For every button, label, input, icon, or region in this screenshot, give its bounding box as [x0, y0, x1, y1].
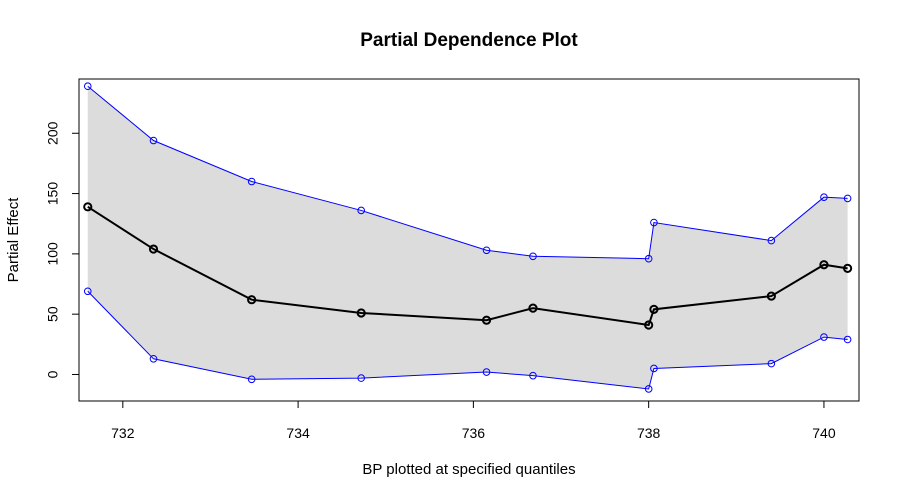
lower-bound-series [83, 287, 852, 393]
plot-area [83, 82, 853, 393]
upper-bound-point [767, 236, 776, 245]
y-tick-label: 0 [45, 370, 61, 378]
lower-bound-point [357, 374, 366, 382]
estimate-point [766, 291, 776, 301]
upper-bound-point [650, 218, 658, 227]
y-tick-label: 200 [45, 121, 61, 145]
estimate-line [87, 205, 848, 327]
upper-bound-point [149, 136, 158, 145]
estimate-point [644, 320, 654, 330]
x-tick-label: 738 [637, 425, 661, 441]
upper-bound-point [247, 177, 256, 186]
x-tick-label: 734 [286, 425, 310, 441]
x-tick-label: 736 [462, 425, 486, 441]
estimate-point [247, 295, 257, 305]
lower-bound-point [247, 375, 256, 384]
estimate-point [148, 244, 159, 254]
upper-bound-line [87, 85, 848, 260]
estimate-point [481, 315, 492, 325]
lower-bound-point [644, 385, 653, 393]
y-tick-label: 150 [45, 182, 61, 206]
lower-bound-point [650, 364, 658, 373]
estimate-point [649, 304, 659, 314]
y-axis-title: Partial Effect [5, 197, 22, 283]
x-axis-title: BP plotted at specified quantiles [362, 461, 575, 478]
lower-bound-point [843, 335, 852, 344]
estimate-point [819, 260, 829, 270]
upper-bound-point [482, 246, 491, 255]
y-axis: 0 50 100 150 200 [45, 121, 80, 378]
estimate-point [843, 263, 853, 273]
lower-bound-point [529, 371, 537, 380]
upper-bound-point [820, 193, 828, 201]
estimate-point [528, 303, 538, 313]
lower-bound-point [820, 333, 828, 341]
upper-bound-point [529, 252, 537, 261]
x-tick-label: 740 [812, 425, 836, 441]
estimate-point [356, 308, 366, 318]
chart-title: Partial Dependence Plot [360, 30, 578, 51]
upper-bound-point [83, 82, 92, 91]
estimate-point [83, 202, 93, 212]
x-axis: 732 734 736 738 740 [111, 400, 836, 441]
lower-bound-point [482, 368, 491, 376]
upper-bound-point [357, 206, 366, 215]
y-tick-label: 100 [45, 242, 61, 266]
lower-bound-line [87, 290, 848, 390]
lower-bound-point [83, 287, 92, 296]
upper-bound-point [843, 194, 852, 203]
y-tick-label: 50 [45, 306, 61, 322]
confidence-band [87, 86, 848, 389]
estimate-series [83, 202, 853, 330]
upper-bound-point [644, 254, 653, 263]
upper-bound-series [83, 82, 852, 263]
lower-bound-point [767, 359, 776, 368]
x-tick-label: 732 [111, 425, 135, 441]
lower-bound-point [149, 354, 158, 363]
